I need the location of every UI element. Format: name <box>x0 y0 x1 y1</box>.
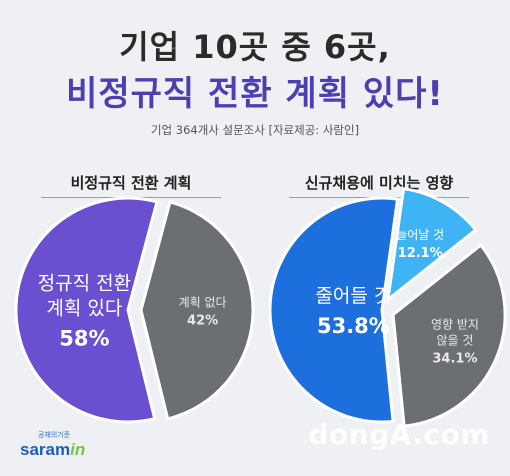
donga-watermark: dongA.com <box>308 418 490 451</box>
chart1-slice-1 <box>139 200 255 421</box>
chart1-title-text: 비정규직 전환 계획 <box>70 174 192 192</box>
chart1-slice-0-value: 58% <box>59 327 109 351</box>
chart2-slice-1 <box>385 186 478 304</box>
chart1-slice-0-label-line: 정규직 전환 <box>38 273 131 295</box>
headline-line1: 기업 10곳 중 6곳, <box>119 28 391 66</box>
chart2-slice-1-label-line: 늘어날 것 <box>396 228 444 242</box>
chart2-slice-2-label-line: 영향 받지 <box>431 318 479 332</box>
chart2-slice-2 <box>391 242 507 428</box>
chart2-slice-0 <box>268 196 400 424</box>
chart2-slice-1-value: 12.1% <box>398 246 443 261</box>
chart2-slice-2-label-line: 않을 것 <box>436 334 473 348</box>
source-note: 기업 364개사 설문조사 [자료제공: 사람인] <box>150 123 360 137</box>
chart1-slice-0-label-line: 계획 있다 <box>46 298 122 320</box>
chart1-slice-1-value: 42% <box>187 314 218 329</box>
chart2-title-text: 신규채용에 미치는 영향 <box>304 174 454 192</box>
chart1-slice-1-label-line: 계획 없다 <box>179 296 227 310</box>
headline-line2: 비정규직 전환 계획 있다! <box>66 74 444 114</box>
chart2-slice-0-value: 53.8% <box>317 314 390 338</box>
saramin-logo: 공채의기준 saramin <box>20 432 86 459</box>
chart2-slice-0-label-line: 줄어들 것 <box>315 285 391 307</box>
chart1-slice-0 <box>14 196 159 424</box>
chart2-slice-2-value: 34.1% <box>432 352 477 367</box>
